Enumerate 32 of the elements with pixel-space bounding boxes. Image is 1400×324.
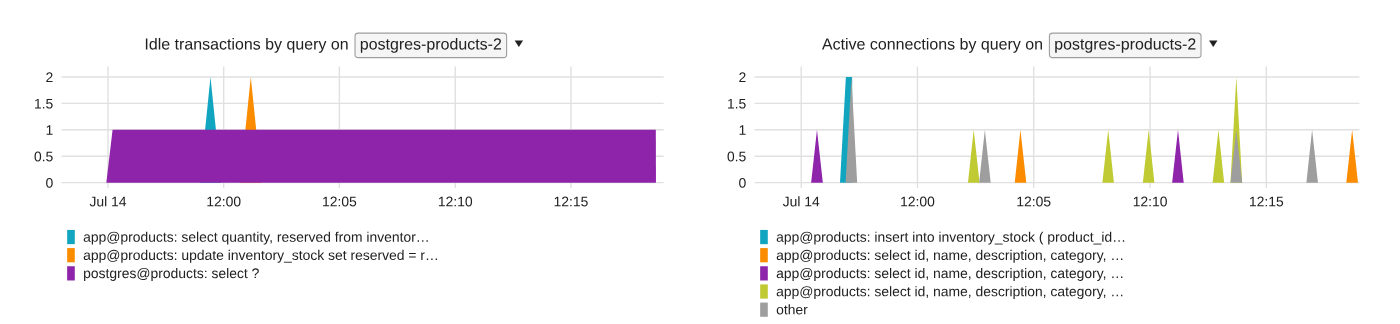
x-tick-label: 12:15 bbox=[1250, 196, 1284, 207]
x-tick-label: 12:10 bbox=[438, 196, 473, 207]
legend-label: other bbox=[776, 304, 808, 315]
y-tick-label: 0 bbox=[46, 177, 53, 188]
x-tick-label: Jul 14 bbox=[782, 196, 820, 207]
y-tick-label: 0.5 bbox=[727, 151, 746, 162]
legend-label: app@products: select quantity, reserved from inventor… bbox=[83, 231, 428, 245]
x-tick-label: 12:00 bbox=[901, 196, 935, 207]
legend-label: app@products: select id, name, description, category, … bbox=[776, 267, 1123, 281]
y-tick-label: 0.5 bbox=[34, 151, 53, 162]
y-tick-label: 1.5 bbox=[728, 98, 746, 109]
legend-label: app@products: select id, name, description, category, … bbox=[776, 249, 1123, 263]
y-tick-label: 0 bbox=[739, 177, 746, 188]
text: postgres-products-2 bbox=[1055, 37, 1196, 53]
x-tick-label: 12:00 bbox=[207, 196, 241, 207]
legend-label: app@products: update inventory_stock set reserved = r… bbox=[83, 249, 437, 263]
legend-label: app@products: insert into inventory_stock ( product_id… bbox=[776, 231, 1125, 245]
y-tick-label: 1 bbox=[46, 125, 53, 135]
y-tick-label: 1.5 bbox=[35, 98, 53, 109]
chart-title: Idle transactions by query on bbox=[145, 37, 348, 53]
y-tick-label: 1 bbox=[739, 125, 746, 135]
legend-label: postgres@products: select ? bbox=[84, 267, 259, 281]
x-tick-label: 12:15 bbox=[554, 196, 588, 207]
x-tick-label: 12:10 bbox=[1133, 196, 1167, 207]
x-tick-label: 12:05 bbox=[323, 196, 357, 207]
x-tick-label: 12:05 bbox=[1017, 196, 1051, 207]
x-tick-label: Jul 14 bbox=[89, 196, 127, 207]
text: postgres-products-2 bbox=[360, 37, 502, 53]
y-tick-label: 2 bbox=[739, 72, 746, 83]
y-tick-label: 2 bbox=[46, 72, 53, 83]
legend-label: app@products: select id, name, description, category, … bbox=[776, 286, 1123, 300]
chart-title: Active connections by query on bbox=[821, 37, 1042, 53]
